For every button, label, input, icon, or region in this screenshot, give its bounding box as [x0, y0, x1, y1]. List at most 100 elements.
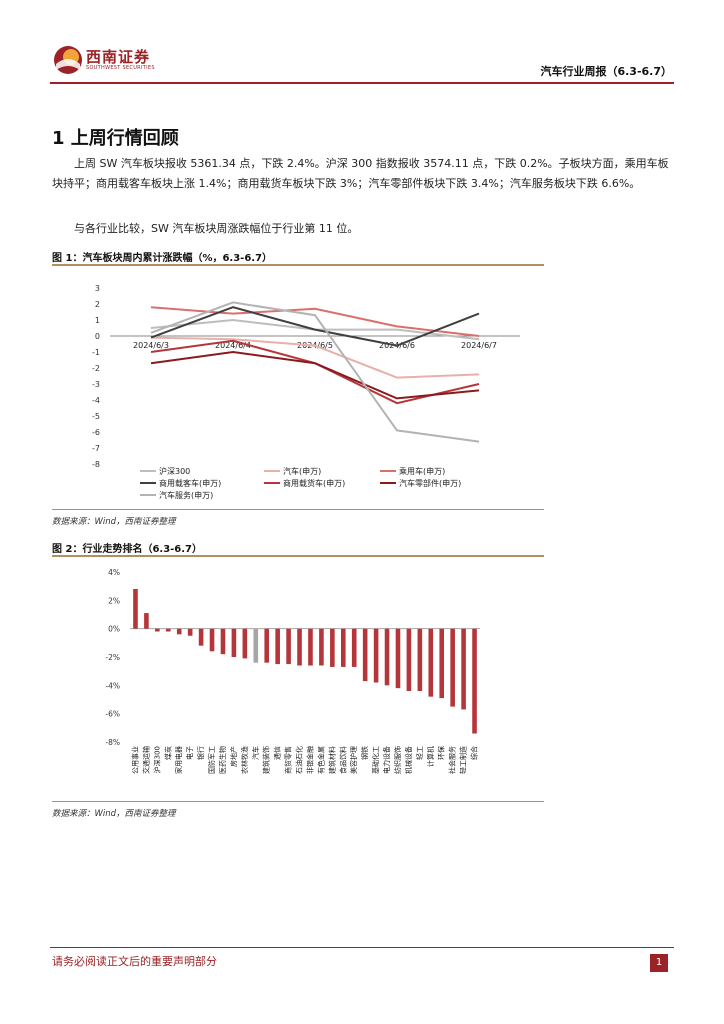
figure2-top-rule	[52, 555, 544, 557]
bar	[264, 628, 270, 663]
x-tick-label: 房地产	[229, 746, 238, 767]
bar-chart: 4% 2% 0% -2% -4% -6% -8% 公用事业 交通运输 沪深300 煤炭 家用电器 电子银…	[105, 568, 480, 774]
figure2-source: 数据来源：Wind，西南证券整理	[52, 809, 176, 819]
x-tick-label: 电子	[185, 746, 194, 760]
page-number: 1	[650, 954, 668, 972]
bar	[231, 628, 237, 657]
bar	[297, 628, 302, 666]
y-tick-label: -7	[92, 444, 100, 453]
y-tick-label: -2%	[105, 653, 120, 662]
x-tick-label: 社会服务	[448, 746, 457, 774]
header-divider	[50, 82, 674, 84]
bar	[319, 628, 324, 666]
y-tick-label: 0	[95, 332, 100, 341]
bar	[351, 628, 357, 667]
legend-label: 汽车零部件(申万)	[399, 478, 461, 488]
bar	[340, 628, 346, 667]
bar	[275, 628, 280, 665]
bar	[253, 628, 259, 663]
bar	[220, 628, 226, 655]
y-tick-label: -3	[92, 380, 100, 389]
x-tick-label: 通信	[273, 746, 282, 760]
report-title: 汽车行业周报（6.3-6.7）	[540, 65, 672, 78]
legend-label: 汽车服务(申万)	[159, 490, 213, 500]
legend-label: 商用载货车(申万)	[283, 478, 345, 488]
series-line-passenger	[150, 306, 480, 337]
bar	[330, 628, 335, 667]
footer-divider	[50, 947, 674, 948]
x-tick-label: 沪深300	[152, 746, 161, 773]
bar	[165, 628, 171, 632]
x-tick-label: 农林牧渔	[240, 746, 249, 774]
x-tick-label: 轻工制造	[459, 746, 468, 774]
x-tick-label: 煤炭	[163, 746, 172, 760]
bar	[155, 628, 160, 632]
logo-name: 西南证券	[86, 48, 151, 66]
x-tick-label: 纺织服饰	[393, 746, 402, 774]
line-chart: 3 2 1 0 -1 -2 -3 -4 -5 -6 -7 -8 2024/6/3 2024/6/4 2024…	[92, 284, 520, 500]
bar	[439, 628, 445, 699]
bar	[308, 628, 313, 666]
series-line-parts	[150, 350, 480, 400]
y-tick-label: -8%	[105, 738, 120, 747]
y-tick-label: -6%	[105, 710, 120, 719]
bar	[198, 628, 204, 646]
x-tick-label: 商贸零售	[284, 746, 293, 774]
y-tick-label: -2	[92, 364, 100, 373]
footer-disclaimer: 请务必阅读正文后的重要声明部分	[52, 955, 217, 968]
series-line-service	[150, 301, 480, 443]
y-tick-label: -5	[92, 412, 100, 421]
legend-label: 汽车(申万)	[283, 466, 321, 476]
x-tick-label: 综合	[470, 746, 479, 760]
x-tick-label: 电力设备	[382, 746, 391, 774]
x-tick-label: 有色金属	[316, 746, 325, 774]
x-tick-label: 钢铁	[360, 746, 369, 760]
bar	[461, 628, 466, 710]
logo-subtitle: SOUTHWEST SECURITIES	[86, 65, 155, 71]
bar	[362, 628, 368, 682]
figure1-source: 数据来源：Wind，西南证券整理	[52, 517, 176, 527]
figure1-title: 图 1：汽车板块周内累计涨跌幅（%，6.3-6.7）	[52, 253, 273, 264]
legend-label: 沪深300	[159, 466, 190, 476]
x-tick-label: 2024/6/3	[133, 341, 169, 350]
x-tick-label: 石油石化	[295, 746, 304, 774]
bar	[286, 628, 291, 665]
x-tick-label: 建筑材料	[327, 746, 336, 774]
y-tick-label: 0%	[108, 625, 120, 634]
bar	[176, 628, 182, 635]
y-tick-label: -1	[92, 348, 100, 357]
x-tick-label: 交通运输	[141, 746, 150, 774]
bar	[472, 628, 477, 734]
bar	[144, 613, 149, 629]
bar	[450, 628, 455, 707]
paragraph-industry-rank: 与各行业比较，SW 汽车板块周涨跌幅位于行业第 11 位。	[74, 222, 359, 235]
x-tick-label: 建筑装饰	[262, 746, 271, 774]
bar	[384, 628, 390, 686]
bar	[209, 628, 215, 652]
x-tick-label: 2024/6/7	[461, 341, 497, 350]
logo-emblem-icon	[54, 46, 82, 74]
series-line-auto	[150, 336, 480, 379]
x-tick-label: 轻工	[415, 746, 424, 760]
y-tick-label: 1	[95, 316, 100, 325]
bar	[406, 628, 412, 691]
x-tick-label: 医药生物	[218, 746, 227, 774]
series-line-truck	[150, 339, 480, 405]
bar	[428, 628, 434, 697]
y-tick-label: -6	[92, 428, 100, 437]
x-tick-label: 家用电器	[174, 746, 183, 774]
x-tick-label: 公用事业	[130, 746, 139, 774]
x-tick-label: 环保	[437, 746, 446, 760]
y-tick-label: 4%	[108, 568, 120, 577]
x-tick-label: 基础化工	[371, 746, 380, 774]
series-line-bus	[150, 306, 480, 347]
y-tick-label: -4	[92, 396, 100, 405]
bar	[373, 628, 379, 683]
section-title: 1 上周行情回顾	[52, 128, 179, 149]
y-tick-label: -8	[92, 460, 100, 469]
legend-label: 乘用车(申万)	[399, 466, 445, 476]
x-tick-label: 国防军工	[207, 746, 216, 774]
y-tick-label: 2	[95, 300, 100, 309]
company-logo	[52, 44, 162, 76]
x-tick-label: 2024/6/4	[215, 341, 251, 350]
